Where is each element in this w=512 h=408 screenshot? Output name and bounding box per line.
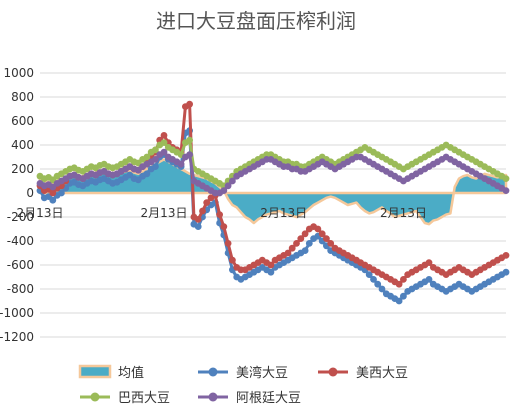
data-point: [400, 292, 407, 300]
data-point: [400, 276, 407, 283]
data-point: [267, 261, 275, 269]
data-point: [229, 177, 236, 185]
legend-item: 巴西大豆: [80, 391, 170, 406]
legend-item: 美湾大豆: [198, 365, 288, 381]
data-point: [186, 151, 194, 159]
data-point: [220, 187, 228, 195]
legend-label: 均值: [118, 365, 144, 381]
legend-label: 美湾大豆: [236, 365, 288, 381]
x-axis-ticks: 2月13日 2月13日 2月13日 2月13日: [17, 206, 427, 220]
data-point: [194, 216, 202, 223]
legend-label: 阿根廷大豆: [236, 391, 301, 406]
line-series-layer: [36, 100, 510, 305]
legend-item: 均值: [78, 364, 144, 381]
data-point: [395, 280, 403, 288]
data-point: [177, 160, 185, 168]
data-point: [220, 223, 228, 231]
data-point: [152, 163, 159, 171]
y-axis-ticks: 1000 800 600 400 200 0 -200 -400 -600 -800 -1000 -1…: [0, 66, 34, 344]
legend-label: 美西大豆: [356, 366, 408, 381]
y-tick-label: -200: [7, 210, 34, 224]
data-point: [199, 207, 206, 215]
data-point: [374, 280, 382, 288]
data-point: [186, 136, 194, 144]
data-point: [49, 189, 57, 197]
data-point: [314, 225, 322, 233]
data-point: [297, 235, 305, 243]
data-point: [194, 223, 202, 231]
data-point: [502, 252, 510, 259]
legend-item: 阿根廷大豆: [198, 391, 301, 406]
data-point: [425, 276, 433, 283]
data-point: [323, 235, 330, 243]
legend-marker: [208, 367, 218, 377]
y-tick-label: 400: [11, 138, 34, 152]
data-point: [301, 247, 309, 255]
y-tick-label: 800: [11, 90, 34, 104]
data-point: [301, 230, 309, 238]
legend-marker: [90, 392, 100, 402]
data-point: [229, 256, 236, 264]
y-tick-label: 1000: [3, 66, 34, 80]
data-point: [365, 271, 373, 278]
y-tick-label: -800: [7, 282, 34, 296]
legend-swatch: [78, 364, 112, 379]
data-point: [186, 100, 194, 108]
legend-marker: [208, 392, 218, 402]
data-point: [502, 175, 510, 183]
data-point: [143, 170, 151, 178]
y-tick-label: -1200: [0, 330, 34, 344]
legend-item: 美西大豆: [318, 366, 408, 381]
data-point: [502, 187, 510, 195]
data-point: [502, 268, 510, 276]
x-tick-label: 2月13日: [260, 206, 307, 220]
y-tick-label: 600: [11, 114, 34, 128]
data-point: [288, 244, 296, 252]
x-tick-label: 2月13日: [141, 206, 188, 220]
legend-label: 巴西大豆: [118, 391, 170, 406]
data-point: [143, 153, 151, 161]
data-point: [267, 268, 275, 276]
data-point: [224, 240, 232, 247]
data-point: [216, 211, 224, 219]
x-tick-label: 2月13日: [380, 206, 427, 220]
data-point: [378, 285, 386, 293]
data-point: [318, 230, 326, 238]
data-point: [224, 182, 232, 190]
y-tick-label: -1000: [0, 306, 34, 320]
data-point: [160, 148, 168, 156]
data-point: [152, 146, 159, 154]
y-tick-label: -400: [7, 234, 34, 248]
data-point: [160, 139, 168, 147]
data-point: [370, 276, 377, 283]
data-point: [425, 259, 433, 266]
chart-title: 进口大豆盘面压榨利润: [156, 9, 356, 33]
data-point: [305, 240, 313, 247]
data-point: [327, 240, 335, 247]
x-tick-label: 2月13日: [17, 206, 64, 220]
data-point: [284, 249, 292, 257]
data-point: [395, 297, 403, 305]
data-point: [58, 189, 65, 197]
data-point: [160, 132, 168, 139]
y-tick-label: -600: [7, 258, 34, 272]
data-point: [293, 240, 300, 247]
data-point: [49, 196, 57, 204]
y-tick-label: 0: [26, 186, 34, 200]
y-tick-label: 200: [11, 162, 34, 176]
legend-marker: [328, 367, 338, 377]
data-point: [203, 199, 211, 207]
data-point: [152, 156, 159, 163]
